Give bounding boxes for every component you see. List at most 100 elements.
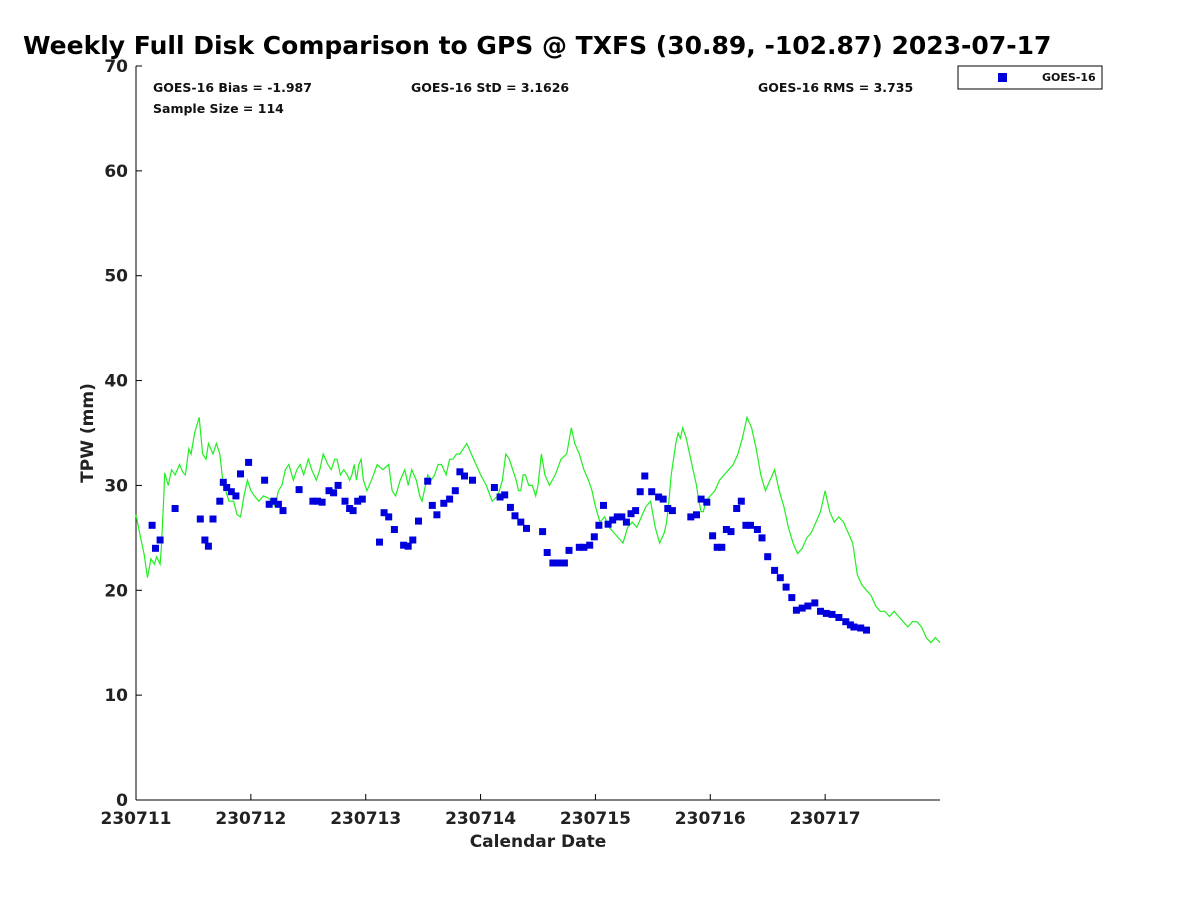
goes16-point bbox=[440, 499, 448, 507]
goes16-point bbox=[219, 478, 227, 486]
goes16-point bbox=[201, 536, 209, 544]
goes16-point bbox=[349, 507, 357, 515]
goes16-point bbox=[156, 536, 164, 544]
goes16-point bbox=[687, 513, 695, 521]
goes16-point bbox=[782, 583, 790, 591]
goes16-point bbox=[523, 524, 530, 532]
goes16-point bbox=[586, 541, 594, 549]
x-tick-label: 230715 bbox=[560, 809, 631, 829]
goes16-point bbox=[857, 624, 865, 632]
goes16-point bbox=[618, 513, 626, 521]
goes16-point bbox=[204, 542, 212, 550]
goes16-point bbox=[334, 481, 342, 489]
goes16-point bbox=[261, 476, 269, 484]
goes16-point bbox=[216, 497, 224, 505]
goes16-point bbox=[713, 543, 721, 551]
goes16-point bbox=[560, 559, 568, 567]
goes16-point bbox=[727, 528, 735, 536]
goes16-point bbox=[703, 498, 711, 506]
goes16-point bbox=[358, 495, 366, 503]
goes16-point bbox=[409, 536, 417, 544]
goes16-point bbox=[609, 516, 617, 524]
goes16-point bbox=[517, 518, 525, 526]
goes16-point bbox=[580, 543, 588, 551]
legend-label-goes16: GOES-16 bbox=[1042, 71, 1096, 84]
goes16-point bbox=[245, 458, 253, 466]
goes16-point bbox=[223, 484, 231, 491]
goes16-point bbox=[632, 507, 640, 515]
x-tick-label: 230717 bbox=[790, 809, 861, 829]
goes16-point bbox=[196, 515, 204, 523]
goes16-point bbox=[835, 614, 843, 621]
goes16-point bbox=[446, 495, 454, 503]
goes16-point bbox=[788, 594, 796, 602]
goes16-point bbox=[376, 538, 383, 546]
goes16-point bbox=[764, 553, 772, 561]
goes16-point bbox=[817, 607, 824, 615]
goes16-point bbox=[404, 542, 412, 550]
goes16-point bbox=[600, 501, 607, 509]
goes16-point bbox=[668, 507, 676, 515]
goes16-point bbox=[627, 510, 635, 518]
goes16-point bbox=[354, 497, 362, 505]
x-tick-label: 230711 bbox=[101, 809, 172, 829]
goes16-point bbox=[641, 472, 649, 480]
goes16-point bbox=[737, 497, 745, 505]
goes16-point bbox=[850, 623, 858, 631]
y-axis-label: TPW (mm) bbox=[78, 383, 98, 483]
goes16-point bbox=[804, 602, 812, 610]
goes16-point bbox=[227, 488, 235, 496]
legend-marker-goes16 bbox=[998, 73, 1007, 82]
goes16-point bbox=[549, 559, 557, 567]
goes16-point bbox=[511, 512, 519, 520]
goes16-point bbox=[664, 505, 672, 512]
goes16-point bbox=[295, 486, 303, 494]
bias-stat: GOES-16 Bias = -1.987 bbox=[153, 80, 312, 95]
goes16-point bbox=[659, 495, 667, 503]
goes16-point bbox=[279, 507, 287, 515]
goes16-point bbox=[237, 470, 244, 478]
y-tick-label: 10 bbox=[104, 686, 128, 706]
goes16-point bbox=[742, 521, 750, 529]
goes16-point bbox=[575, 543, 583, 551]
goes16-point bbox=[822, 609, 830, 617]
goes16-point bbox=[747, 521, 754, 529]
y-tick-label: 40 bbox=[104, 372, 128, 392]
goes16-point bbox=[655, 493, 663, 501]
legend-box bbox=[957, 65, 1103, 90]
gps-series-line bbox=[135, 415, 941, 644]
goes16-point bbox=[554, 559, 561, 567]
goes16-point bbox=[433, 511, 441, 519]
goes16-point bbox=[390, 526, 398, 533]
goes16-point bbox=[565, 546, 573, 554]
goes16-point bbox=[270, 497, 278, 505]
goes16-point bbox=[709, 532, 717, 540]
goes16-point bbox=[148, 521, 156, 529]
goes16-point bbox=[330, 489, 338, 497]
goes16-point bbox=[506, 503, 514, 511]
rms-stat: GOES-16 RMS = 3.735 bbox=[758, 80, 913, 95]
y-tick-label: 70 bbox=[104, 57, 128, 77]
goes16-point bbox=[539, 528, 547, 536]
x-tick-label: 230716 bbox=[675, 809, 746, 829]
sample-size-stat: Sample Size = 114 bbox=[153, 101, 284, 116]
goes16-point bbox=[325, 487, 333, 495]
goes16-point bbox=[776, 574, 784, 582]
goes16-point bbox=[424, 477, 432, 485]
goes16-point bbox=[828, 610, 836, 618]
goes16-point bbox=[693, 511, 700, 519]
goes16-point bbox=[490, 484, 498, 491]
goes16-point bbox=[543, 549, 551, 556]
goes16-point bbox=[274, 500, 282, 508]
goes16-point bbox=[451, 487, 459, 495]
goes16-point bbox=[636, 488, 644, 496]
goes16-point bbox=[811, 599, 819, 607]
goes16-point bbox=[385, 513, 393, 521]
plot-area: 0 10 20 30 40 50 60 70 230711 230712 230713 230714… bbox=[101, 57, 941, 829]
goes16-point bbox=[792, 606, 800, 614]
legend: GOES-16 bbox=[957, 65, 1103, 90]
goes16-point bbox=[232, 492, 240, 500]
goes16-point bbox=[718, 543, 726, 551]
goes16-point bbox=[314, 497, 321, 505]
goes16-point bbox=[758, 534, 766, 542]
